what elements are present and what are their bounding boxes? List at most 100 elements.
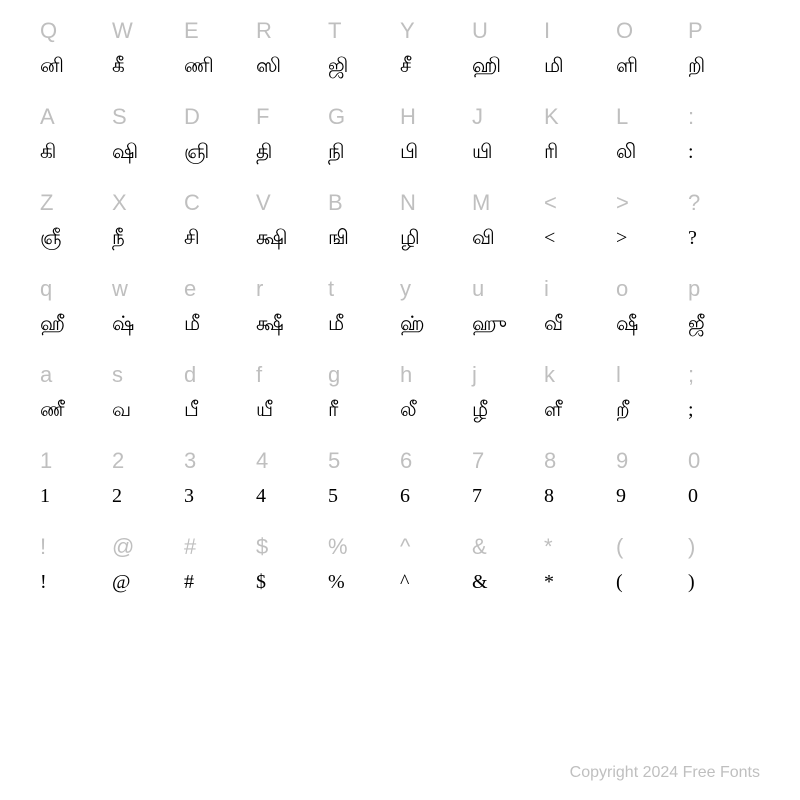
glyph: கீ (112, 56, 125, 76)
glyph: & (472, 572, 488, 592)
key-label: L (616, 106, 628, 128)
glyph: # (184, 572, 194, 592)
key-label: r (256, 278, 263, 300)
key-label: u (472, 278, 484, 300)
key-label: e (184, 278, 196, 300)
key-label: 6 (400, 450, 412, 472)
glyph: 9 (616, 486, 626, 506)
charmap-cell: Qனி (40, 20, 112, 106)
glyph: தி (256, 142, 272, 162)
key-label: V (256, 192, 271, 214)
key-label: S (112, 106, 127, 128)
character-map-grid: QனிWகீEணிRஸிTஜிYசீUஹிIமிOளிPறிAகிSஷிDஞிF… (40, 20, 760, 622)
glyph: மீ (328, 314, 344, 334)
key-label: 9 (616, 450, 628, 472)
key-label: @ (112, 536, 134, 558)
charmap-cell: )) (688, 536, 760, 622)
key-label: R (256, 20, 272, 42)
glyph: ளி (616, 56, 638, 76)
glyph: சி (184, 228, 200, 248)
key-label: U (472, 20, 488, 42)
glyph: ! (40, 572, 47, 592)
key-label: y (400, 278, 411, 300)
charmap-cell: C சி (184, 192, 256, 278)
glyph: றீ (616, 400, 630, 420)
key-label: 0 (688, 450, 700, 472)
glyph: ஸி (256, 56, 281, 76)
charmap-cell: Uஹி (472, 20, 544, 106)
glyph: ; (688, 400, 694, 420)
charmap-cell: 88 (544, 450, 616, 536)
glyph: நி (328, 142, 345, 162)
key-label: O (616, 20, 633, 42)
glyph: யீ (256, 400, 273, 420)
charmap-cell: L லி (616, 106, 688, 192)
glyph: 3 (184, 486, 194, 506)
glyph: 5 (328, 486, 338, 506)
glyph: ஷி (112, 142, 138, 162)
charmap-cell: wஷ் (112, 278, 184, 364)
charmap-cell: hலீ (400, 364, 472, 450)
glyph: ? (688, 228, 697, 248)
charmap-cell: 66 (400, 450, 472, 536)
charmap-cell: e மீ (184, 278, 256, 364)
glyph: வி (472, 228, 495, 248)
glyph: மீ (184, 314, 200, 334)
charmap-cell: Vக்ஷி (256, 192, 328, 278)
charmap-cell: $$ (256, 536, 328, 622)
charmap-cell: gரீ (328, 364, 400, 450)
charmap-cell: Mவி (472, 192, 544, 278)
charmap-cell: ## (184, 536, 256, 622)
charmap-cell: ** (544, 536, 616, 622)
key-label: o (616, 278, 628, 300)
charmap-cell: R ஸி (256, 20, 328, 106)
charmap-cell: k ளீ (544, 364, 616, 450)
key-label: * (544, 536, 553, 558)
glyph: லி (616, 142, 636, 162)
glyph: ஹ் (400, 314, 425, 334)
glyph: ளீ (544, 400, 562, 420)
key-label: ? (688, 192, 700, 214)
key-label: k (544, 364, 555, 386)
glyph: ழி (400, 228, 420, 248)
charmap-cell: sவ (112, 364, 184, 450)
charmap-cell: dபீ (184, 364, 256, 450)
key-label: p (688, 278, 700, 300)
charmap-cell: Iமி (544, 20, 616, 106)
charmap-cell: Nழி (400, 192, 472, 278)
charmap-cell: Pறி (688, 20, 760, 106)
glyph: நீ (112, 228, 125, 248)
copyright-footer: Copyright 2024 Free Fonts (570, 764, 760, 782)
key-label: ^ (400, 536, 410, 558)
charmap-cell: ;; (688, 364, 760, 450)
glyph: வீ (544, 314, 563, 334)
glyph: ணி (184, 56, 214, 76)
charmap-cell: i வீ (544, 278, 616, 364)
charmap-cell: 55 (328, 450, 400, 536)
glyph: @ (112, 572, 130, 592)
key-label: P (688, 20, 703, 42)
glyph: 8 (544, 486, 554, 506)
charmap-cell: E ணி (184, 20, 256, 106)
key-label: ; (688, 364, 694, 386)
charmap-cell: y ஹ் (400, 278, 472, 364)
key-label: l (616, 364, 621, 386)
key-label: 1 (40, 450, 52, 472)
charmap-cell: Kரி (544, 106, 616, 192)
charmap-cell: fயீ (256, 364, 328, 450)
key-label: 4 (256, 450, 268, 472)
charmap-cell: S ஷி (112, 106, 184, 192)
key-label: > (616, 192, 629, 214)
key-label: 2 (112, 450, 124, 472)
key-label: 5 (328, 450, 340, 472)
glyph: னி (40, 56, 64, 76)
key-label: E (184, 20, 199, 42)
glyph: ஷீ (616, 314, 638, 334)
key-label: C (184, 192, 200, 214)
key-label: i (544, 278, 549, 300)
glyph: ஹு (472, 314, 507, 334)
glyph: 0 (688, 486, 698, 506)
charmap-cell: (( (616, 536, 688, 622)
glyph: ^ (400, 572, 409, 592)
charmap-cell: @@ (112, 536, 184, 622)
